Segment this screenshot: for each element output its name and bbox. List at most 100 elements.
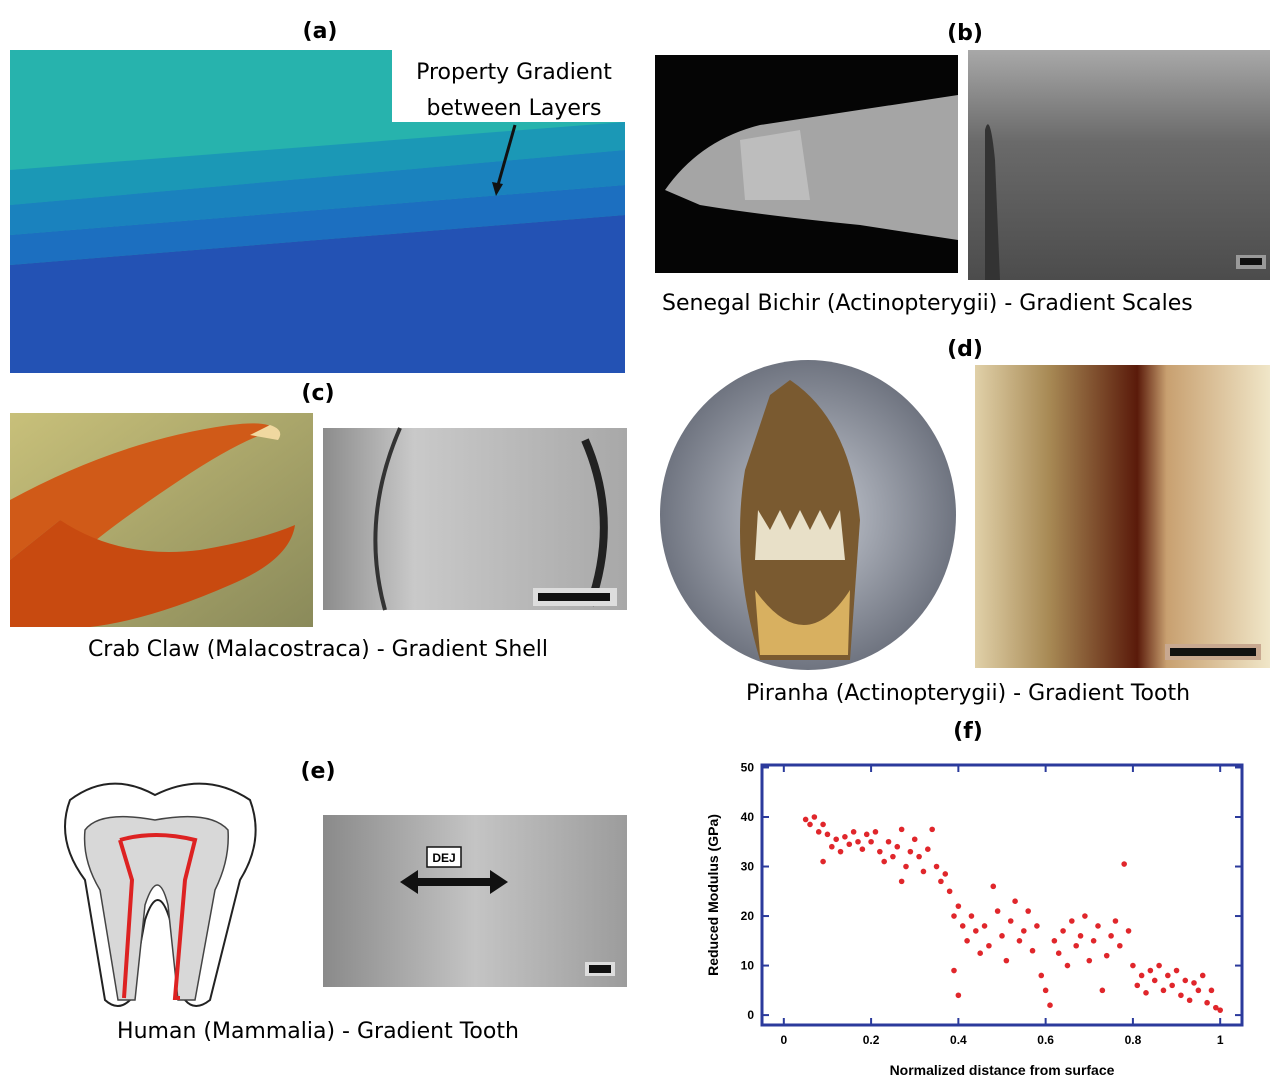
point	[1165, 972, 1171, 979]
point	[885, 838, 892, 845]
point	[925, 846, 931, 852]
caption: Senegal Bichir (Actinopterygii) - Gradie…	[662, 291, 1193, 316]
caption: Piranha (Actinopterygii) - Gradient Toot…	[746, 681, 1190, 706]
panel-label: (b)	[947, 21, 983, 46]
point	[815, 829, 822, 835]
point	[1169, 982, 1175, 989]
point	[824, 831, 831, 838]
scale-bar	[1240, 258, 1262, 265]
point	[1191, 980, 1197, 986]
pulp	[118, 833, 198, 1000]
point	[881, 858, 887, 865]
annotation-box	[392, 48, 628, 122]
point	[946, 888, 953, 895]
tooth	[64, 782, 257, 1007]
point	[1073, 942, 1079, 949]
point	[1173, 967, 1180, 974]
point	[1038, 972, 1045, 979]
scale-edge	[985, 124, 1000, 281]
x-tick-label: 0	[780, 1033, 787, 1047]
point	[842, 834, 848, 840]
micrograph	[323, 428, 627, 610]
point	[955, 903, 962, 909]
point	[999, 933, 1005, 939]
point	[898, 878, 905, 885]
point	[807, 821, 813, 828]
point	[1082, 913, 1088, 919]
point	[911, 836, 918, 843]
arrow	[496, 124, 517, 186]
point	[1213, 1004, 1219, 1011]
point	[1186, 997, 1193, 1004]
point	[802, 816, 809, 823]
point	[894, 843, 901, 850]
y-axis-label: Reduced Modulus (GPa)	[705, 814, 721, 976]
point	[920, 868, 927, 875]
point	[1055, 950, 1062, 956]
point	[1042, 987, 1049, 994]
x-tick-label: 1	[1217, 1033, 1224, 1047]
panel-a: (a) Property Gradient between Layers	[10, 19, 628, 373]
point	[1064, 962, 1071, 969]
claw	[10, 423, 275, 560]
point	[1138, 972, 1145, 979]
arrow-head	[492, 182, 503, 196]
point	[933, 863, 940, 870]
annotation: DEJ	[432, 851, 455, 865]
point	[1003, 957, 1010, 964]
layer	[10, 215, 625, 373]
point	[981, 923, 988, 929]
panel-label: (f)	[953, 719, 983, 744]
point	[973, 928, 979, 934]
point	[1199, 972, 1206, 979]
point	[903, 863, 909, 870]
point	[1147, 967, 1154, 974]
teeth	[755, 510, 845, 560]
point	[1034, 923, 1040, 929]
point	[898, 826, 905, 833]
y-tick-label: 20	[741, 909, 755, 923]
annotation: between Layers	[427, 96, 602, 121]
scale-bar	[538, 593, 610, 601]
jaw	[755, 590, 850, 655]
point	[1182, 977, 1189, 984]
point	[1095, 923, 1101, 929]
point	[964, 938, 970, 944]
scale-bar	[1170, 648, 1256, 656]
caption: Human (Mammalia) - Gradient Tooth	[117, 1019, 519, 1044]
point	[877, 848, 883, 855]
micrograph	[323, 815, 627, 987]
point	[1143, 990, 1149, 996]
point	[863, 831, 870, 838]
panel-label: (d)	[947, 337, 983, 362]
point	[994, 908, 1001, 914]
panel-b: (b) Senegal Bichir (Actinopterygii) - Gr…	[655, 21, 1270, 316]
point	[1117, 942, 1123, 949]
x-axis-label: Normalized distance from surface	[890, 1062, 1115, 1078]
point	[1069, 918, 1075, 924]
point	[837, 848, 844, 855]
point	[951, 913, 957, 919]
y-tick-label: 40	[741, 810, 755, 824]
point	[859, 846, 866, 852]
caption: Crab Claw (Malacostraca) - Gradient Shel…	[88, 637, 548, 662]
point	[868, 838, 874, 845]
point	[938, 878, 944, 885]
x-tick-label: 0.2	[863, 1033, 880, 1047]
y-tick-label: 50	[741, 760, 755, 774]
point	[955, 992, 962, 999]
point	[833, 836, 839, 843]
point	[1134, 982, 1141, 989]
point	[1125, 928, 1132, 934]
point	[1130, 962, 1136, 969]
claw-tip	[250, 425, 281, 440]
point	[1025, 908, 1031, 914]
point	[968, 913, 975, 919]
point	[1108, 933, 1114, 939]
point	[846, 841, 853, 848]
fish	[665, 95, 958, 240]
point	[916, 853, 922, 860]
point	[1217, 1007, 1223, 1013]
annotation: Property Gradient	[416, 60, 612, 85]
